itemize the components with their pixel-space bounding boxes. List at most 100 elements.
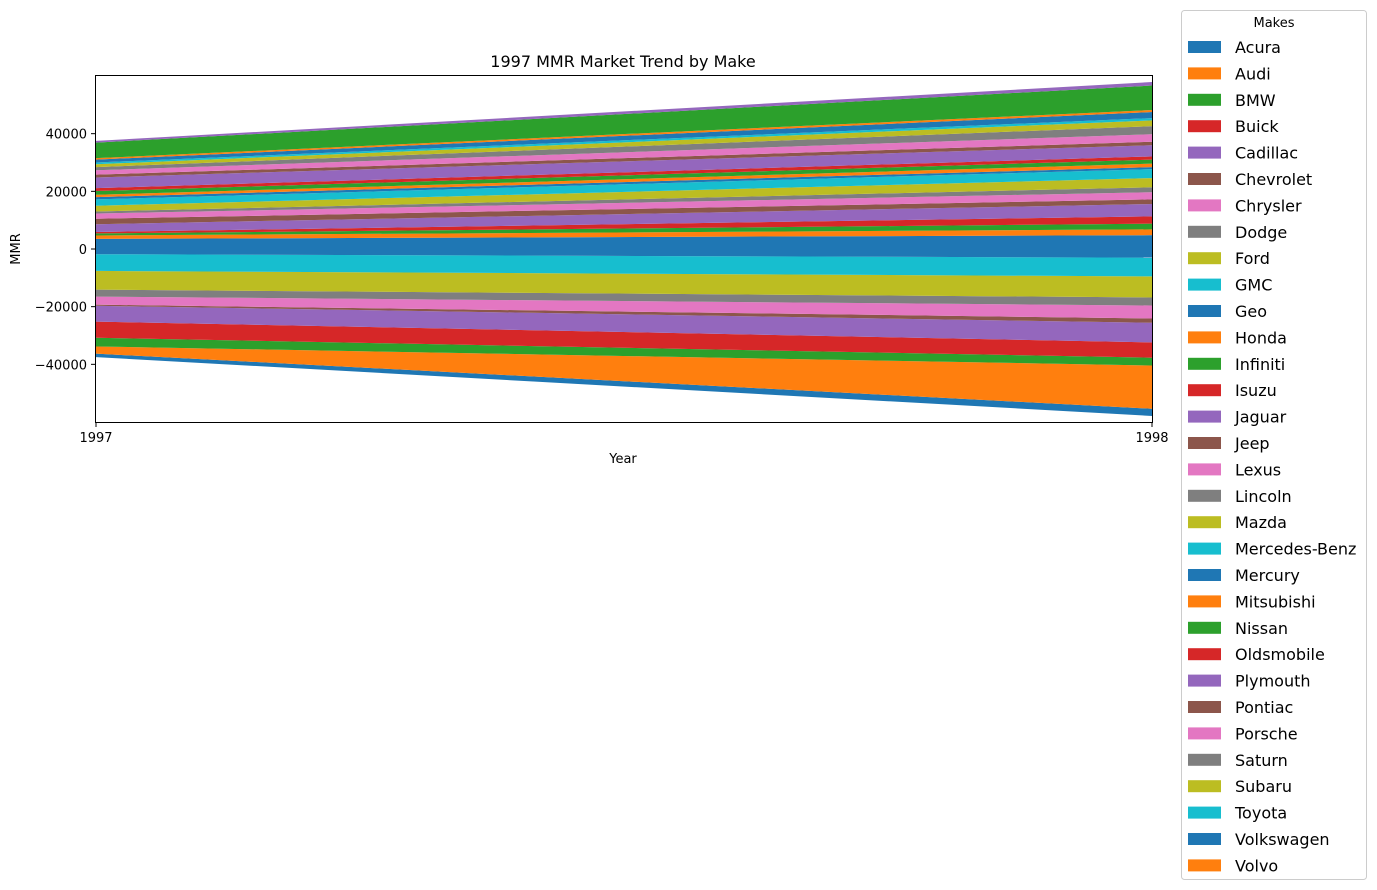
legend-item-mercedes-benz: Mercedes-Benz [1188,540,1356,559]
legend-swatch [1188,305,1221,317]
legend-swatch [1188,489,1221,502]
legend-item-porsche: Porsche [1188,724,1298,743]
legend-label: Honda [1235,328,1287,347]
legend-item-lincoln: Lincoln [1188,487,1292,506]
stream-areas [96,82,1152,416]
area-chevrolet [96,304,1152,323]
area-volkswagen [96,112,1152,163]
area-chrysler [96,296,1152,319]
legend-item-ford: Ford [1188,249,1270,268]
legend-swatch [1188,41,1221,53]
legend-swatch [1188,648,1221,661]
area-bmw [96,337,1152,366]
legend-swatch [1188,67,1221,80]
x-tick-label: 1997 [79,431,112,446]
chart-title: 1997 MMR Market Trend by Make [490,52,755,71]
area-mercedes-benz [96,169,1152,206]
legend-item-chrysler: Chrysler [1188,196,1302,215]
area-unlabeled-32 [96,85,1152,159]
legend-swatch [1188,621,1221,634]
legend-label: Ford [1235,249,1270,268]
y-tick-label: −40000 [35,358,87,373]
legend-label: Oldsmobile [1235,645,1325,664]
legend-item-chevrolet: Chevrolet [1188,170,1312,189]
area-oldsmobile [96,156,1152,192]
area-saturn [96,126,1152,171]
legend-item-isuzu: Isuzu [1188,381,1277,400]
legend-label: Saturn [1235,751,1288,770]
area-mazda [96,178,1152,212]
legend-label: Mitsubishi [1235,592,1316,611]
y-tick-label: 20000 [46,185,87,200]
legend-item-bmw: BMW [1188,91,1276,110]
area-jaguar [96,204,1152,232]
legend-swatch [1188,701,1221,713]
legend-swatch [1188,463,1221,476]
legend-item-gmc: GMC [1188,276,1272,295]
legend-swatch [1188,516,1221,529]
area-volvo [96,110,1152,160]
legend-label: Subaru [1235,777,1292,796]
area-acura [96,353,1152,416]
area-mitsubishi [96,163,1152,198]
legend-swatch [1188,859,1221,872]
legend-swatch [1188,674,1221,687]
legend-swatch [1188,727,1221,740]
legend-swatch [1188,384,1221,397]
legend-swatch [1188,278,1221,291]
legend-label: Toyota [1234,804,1287,823]
legend-swatch [1188,93,1221,106]
area-geo [96,235,1152,258]
legend-label: Jaguar [1234,408,1287,427]
legend-label: Mazda [1235,513,1287,532]
legend-label: Geo [1235,302,1267,321]
legend-swatch [1188,753,1221,766]
legend-swatch [1188,595,1221,608]
legend-swatch [1188,173,1221,185]
legend-item-saturn: Saturn [1188,751,1288,770]
legend-item-mazda: Mazda [1188,513,1287,532]
legend-label: Chrysler [1235,196,1302,215]
legend-label: GMC [1235,276,1272,295]
legend-frame [1181,10,1367,880]
area-porsche [96,134,1152,175]
area-unlabeled-33 [96,82,1152,143]
area-toyota [96,118,1152,165]
legend-label: Nissan [1235,619,1288,638]
legend-item-lexus: Lexus [1188,460,1281,479]
area-lincoln [96,187,1152,214]
area-honda [96,229,1152,239]
y-axis-title: MMR [9,233,24,264]
legend-label: Acura [1235,38,1281,57]
legend-label: Cadillac [1235,144,1298,163]
area-nissan [96,159,1152,195]
area-ford [96,270,1152,298]
legend-swatch [1188,542,1221,555]
legend-swatch [1188,437,1221,449]
legend-item-buick: Buick [1188,117,1279,136]
legend-item-pontiac: Pontiac [1188,698,1293,717]
legend-item-plymouth: Plymouth [1188,672,1311,691]
legend-item-volkswagen: Volkswagen [1188,830,1330,849]
area-buick [96,321,1152,358]
x-axis-title: Year [608,452,637,467]
legend-item-oldsmobile: Oldsmobile [1188,645,1325,664]
legend-item-volvo: Volvo [1188,856,1278,875]
legend-item-dodge: Dodge [1188,223,1287,242]
area-pontiac [96,141,1152,178]
legend-title: Makes [1253,16,1294,31]
area-lexus [96,192,1152,219]
x-axis: 1997 1998 [79,422,1169,446]
area-plymouth [96,145,1152,189]
legend-label: Chevrolet [1235,170,1312,189]
legend-swatch [1188,806,1221,819]
legend-label: Lincoln [1235,487,1292,506]
area-audi [96,346,1152,409]
legend-swatch [1188,357,1221,370]
legend-item-infiniti: Infiniti [1188,355,1285,374]
legend-label: Buick [1235,117,1279,136]
legend-swatch [1188,833,1221,845]
legend-items: Acura Audi BMW Buick Cadillac Chevrolet Chrysl… [1188,38,1356,875]
legend-item-jaguar: Jaguar [1188,408,1287,427]
